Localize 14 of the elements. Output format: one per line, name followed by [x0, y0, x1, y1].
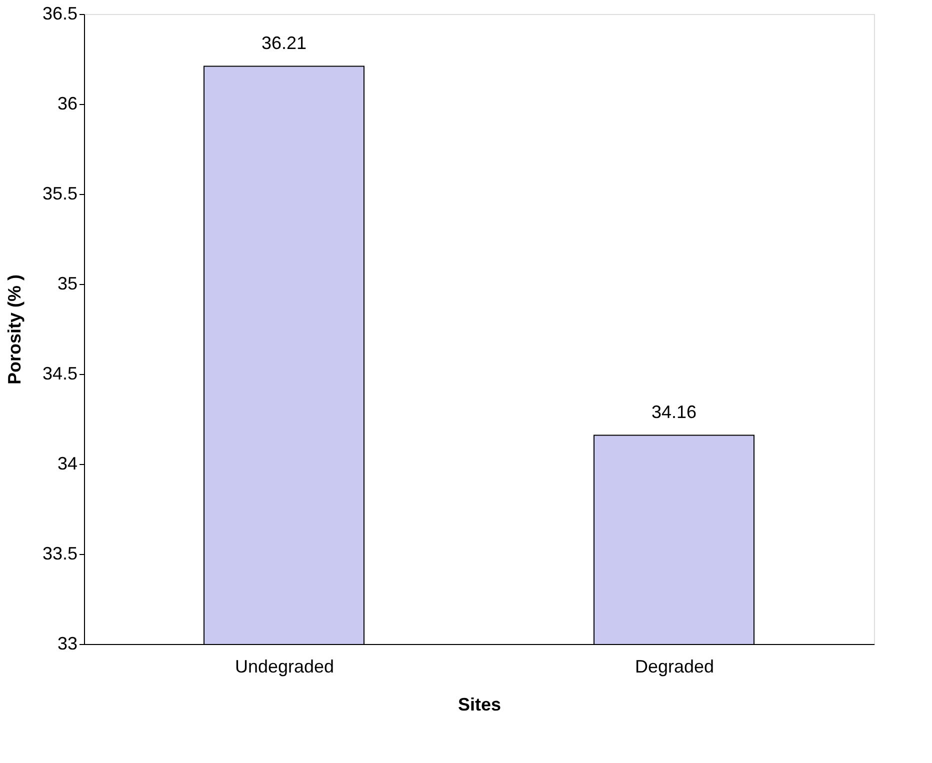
y-axis-title: Porosity (% ): [4, 274, 24, 385]
x-axis-title: Sites: [458, 694, 502, 714]
y-tick-label: 35: [57, 274, 78, 294]
y-tick-label: 35.5: [42, 184, 78, 204]
y-tick-label: 33: [57, 634, 78, 654]
y-tick-label: 33.5: [42, 544, 78, 564]
data-label: 34.16: [651, 402, 697, 422]
y-tick-label: 36: [57, 94, 78, 114]
x-tick-label: Undegraded: [234, 656, 334, 676]
y-tick-label: 34: [57, 454, 78, 474]
y-tick-label: 34.5: [42, 364, 78, 384]
data-label: 36.21: [261, 33, 307, 54]
y-tick-label: 36.5: [42, 4, 78, 24]
x-tick-label: Degraded: [634, 656, 714, 676]
